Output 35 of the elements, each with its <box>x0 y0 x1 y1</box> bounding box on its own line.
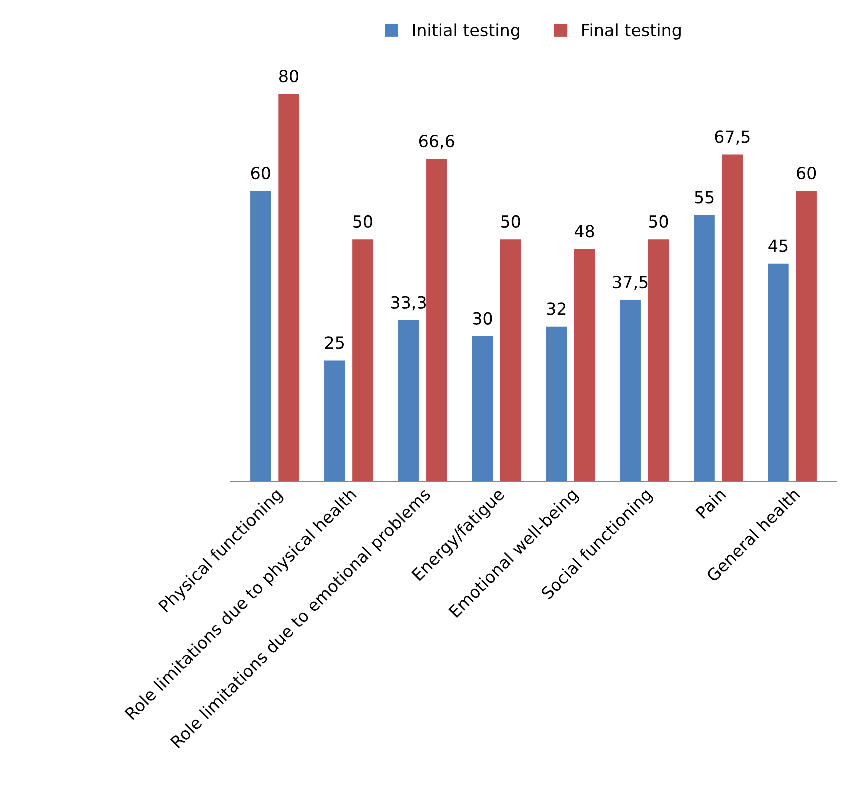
data-label: 55 <box>695 191 714 204</box>
data-label: 60 <box>251 166 270 180</box>
data-label: 67,5 <box>715 130 750 145</box>
data-label: 45 <box>768 240 788 252</box>
data-label: 32 <box>547 302 566 316</box>
bar <box>694 215 715 482</box>
legend-label: Initial testing <box>413 24 520 40</box>
bar <box>426 159 448 482</box>
bar <box>620 300 641 482</box>
data-label: 80 <box>280 70 298 83</box>
data-label: 50 <box>502 215 520 228</box>
bar <box>796 191 817 482</box>
bar <box>352 240 374 482</box>
bar <box>574 249 596 482</box>
data-label: 50 <box>649 215 668 228</box>
data-label: 25 <box>325 336 344 350</box>
data-label: 30 <box>473 312 492 325</box>
data-label: 50 <box>354 215 372 228</box>
data-label: 66,6 <box>419 134 454 150</box>
data-label: 60 <box>797 166 816 180</box>
bar <box>324 360 346 482</box>
data-label: 48 <box>574 225 594 238</box>
data-label: 33,3 <box>392 296 426 311</box>
bar <box>768 264 789 482</box>
data-label: 37,5 <box>613 276 648 290</box>
bar <box>398 320 420 482</box>
x-tick-label: Pain <box>695 488 727 520</box>
bar <box>500 240 522 482</box>
bar <box>648 240 670 482</box>
bar <box>546 326 568 482</box>
bar <box>278 94 300 482</box>
bar <box>250 191 272 482</box>
bar <box>722 154 744 482</box>
bar <box>472 336 494 482</box>
legend-label: Final testing <box>582 24 681 40</box>
